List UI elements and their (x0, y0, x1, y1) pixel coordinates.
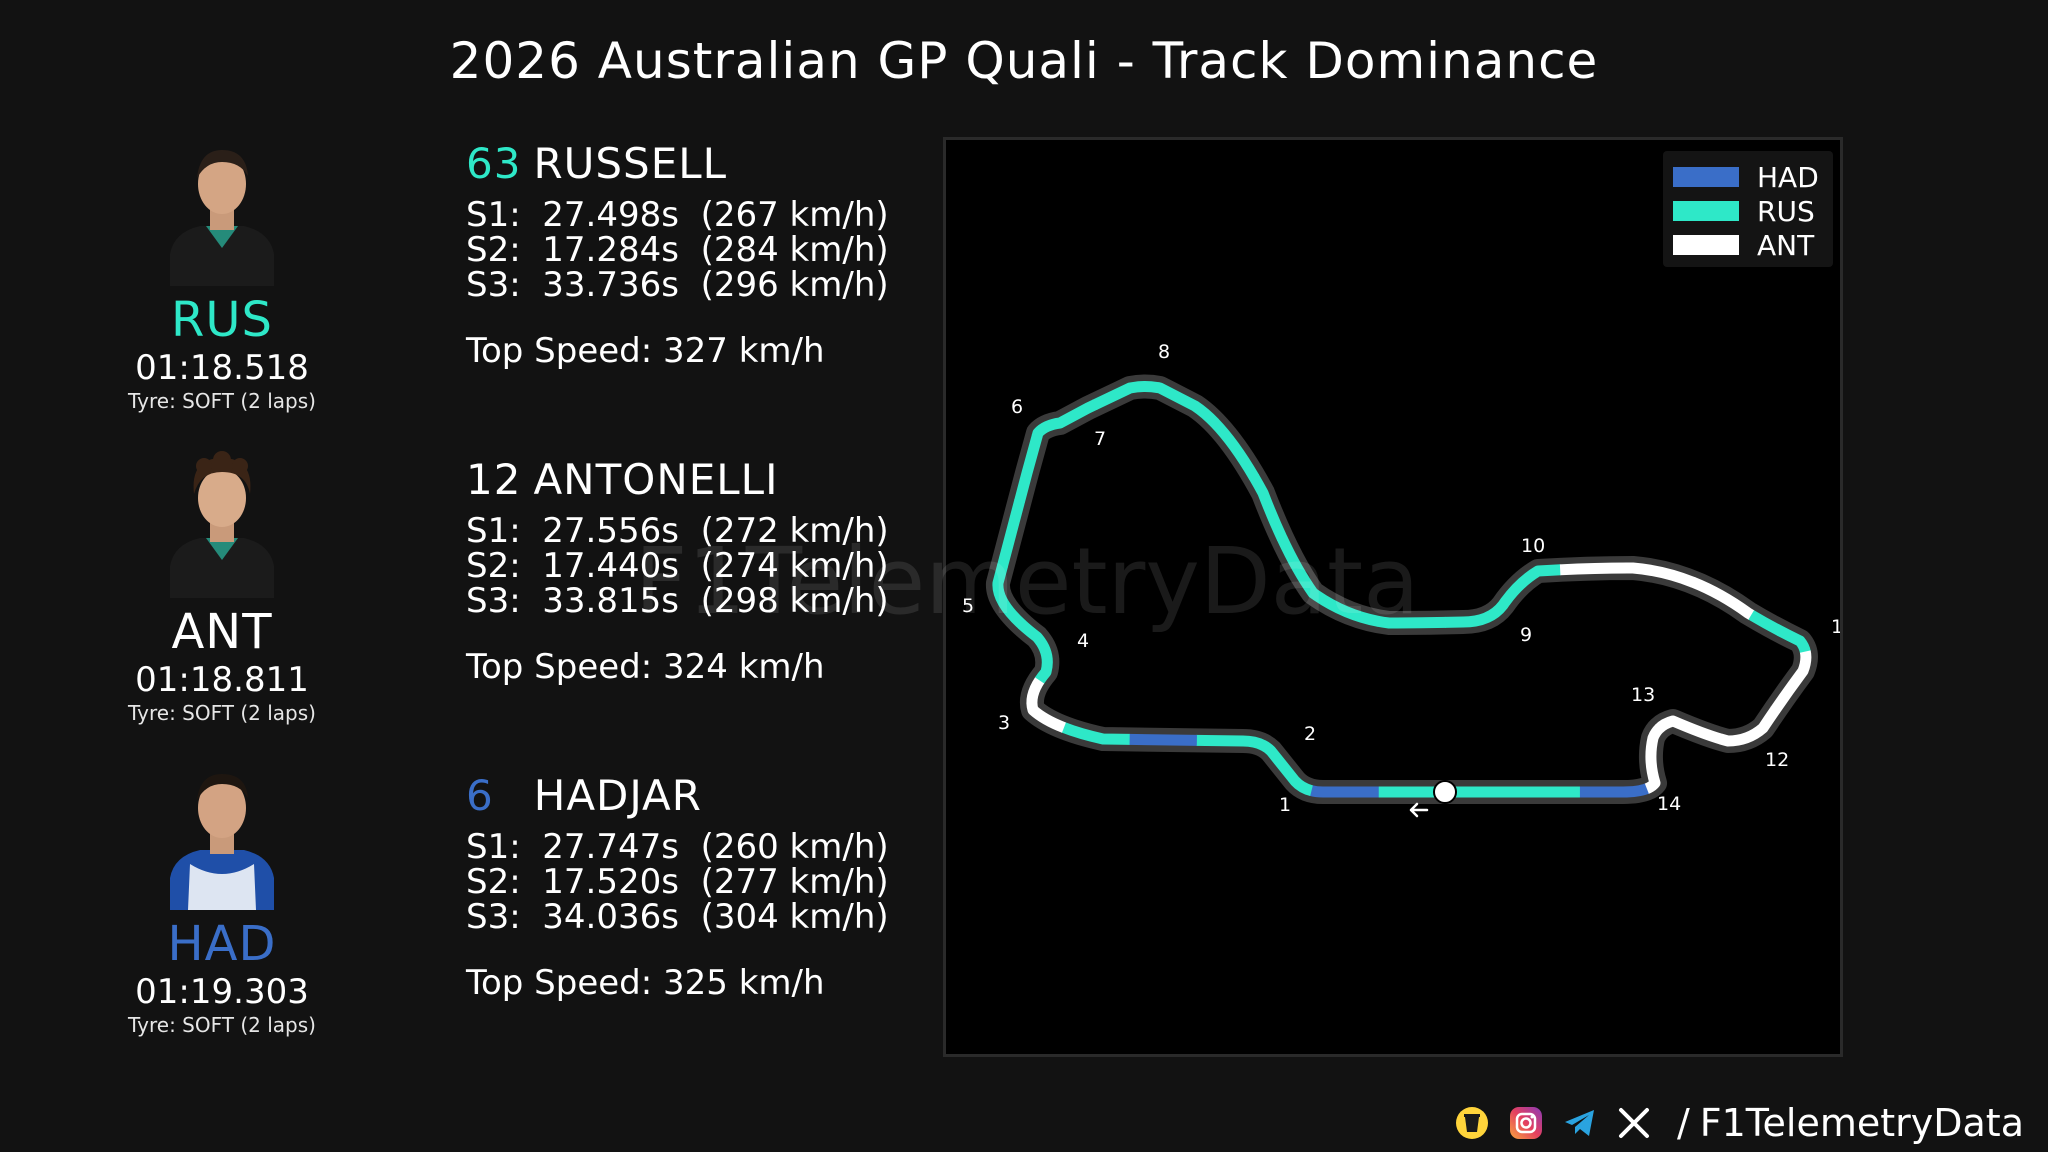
legend-swatch (1673, 201, 1739, 221)
corner-labels: 1234567891011121314 (962, 341, 1840, 816)
driver-stats-ant: 12 ANTONELLI S1: 27.556s (272 km/h) S2: 1… (466, 456, 936, 688)
corner-label: 8 (1158, 341, 1170, 363)
footer-separator: / (1676, 1101, 1690, 1145)
driver-tyre: Tyre: SOFT (2 laps) (128, 701, 316, 725)
sector-3-time: S3: 34.036s (304 km/h) (466, 897, 889, 937)
driver-name: ANTONELLI (533, 455, 779, 504)
track-segment-rus (992, 381, 1812, 798)
legend-item-ant: ANT (1673, 228, 1815, 262)
corner-label: 10 (1521, 535, 1545, 557)
legend-label: HAD (1757, 160, 1819, 194)
driver-tyre: Tyre: SOFT (2 laps) (128, 389, 316, 413)
driver-number: 63 (466, 139, 522, 188)
corner-label: 1 (1279, 794, 1291, 816)
driver-card-had: HAD 01:19.303 Tyre: SOFT (2 laps) (92, 760, 352, 1038)
driver-photo-icon (160, 760, 284, 910)
corner-label: 2 (1304, 723, 1316, 745)
social-footer: / F1TelemetryData (1455, 1098, 2024, 1148)
telegram-icon[interactable] (1563, 1106, 1597, 1140)
driver-card-ant: ANT 01:18.811 Tyre: SOFT (2 laps) (92, 448, 352, 726)
chart-title: 2026 Australian GP Quali - Track Dominan… (449, 32, 1599, 90)
legend-item-rus: RUS (1673, 194, 1815, 228)
sector-3-time: S3: 33.736s (296 km/h) (466, 265, 889, 305)
corner-label: 12 (1765, 749, 1789, 771)
driver-number: 6 (466, 771, 494, 820)
sector-1-time: S1: 27.747s (260 km/h) (466, 827, 889, 867)
driver-photo-icon (160, 136, 284, 286)
arrow-left-icon (1409, 802, 1429, 818)
driver-stats-rus: 63 RUSSELL S1: 27.498s (267 km/h) S2: 17.… (466, 140, 936, 372)
legend-label: ANT (1757, 228, 1815, 262)
driver-tyre: Tyre: SOFT (2 laps) (128, 1013, 316, 1037)
coffee-cup-icon[interactable] (1455, 1106, 1489, 1140)
track-segments (992, 381, 1812, 798)
corner-label: 11 (1831, 616, 1840, 638)
instagram-icon[interactable] (1509, 1106, 1543, 1140)
chart-legend: HAD RUS ANT (1663, 151, 1833, 267)
sector-2-time: S2: 17.440s (274 km/h) (466, 546, 889, 586)
driver-card-rus: RUS 01:18.518 Tyre: SOFT (2 laps) (92, 136, 352, 414)
top-speed: Top Speed: 324 km/h (466, 647, 825, 687)
start-finish-dot-icon (1433, 780, 1457, 804)
driver-abbr: ANT (171, 604, 273, 660)
driver-photo-icon (160, 448, 284, 598)
legend-swatch (1673, 235, 1739, 255)
track-map-panel: 1234567891011121314 F1TelemetryData (634, 137, 1843, 1057)
legend-label: RUS (1757, 194, 1815, 228)
corner-label: 14 (1657, 793, 1681, 815)
driver-stats-had: 6 HADJAR S1: 27.747s (260 km/h) S2: 17.52… (466, 772, 936, 1004)
top-speed: Top Speed: 327 km/h (466, 331, 825, 371)
corner-label: 4 (1077, 630, 1089, 652)
corner-label: 3 (998, 712, 1010, 734)
track-map: 1234567891011121314 (962, 341, 1840, 818)
driver-laptime: 01:18.518 (135, 348, 309, 388)
sector-2-time: S2: 17.284s (284 km/h) (466, 230, 889, 270)
driver-name: HADJAR (533, 771, 702, 820)
track-segment-rus (992, 381, 1812, 798)
sector-3-time: S3: 33.815s (298 km/h) (466, 581, 889, 621)
corner-label: 6 (1011, 396, 1023, 418)
footer-handle[interactable]: F1TelemetryData (1699, 1101, 2024, 1145)
sector-1-time: S1: 27.498s (267 km/h) (466, 195, 889, 235)
corner-label: 9 (1520, 624, 1532, 646)
corner-label: 7 (1094, 428, 1106, 450)
sector-2-time: S2: 17.520s (277 km/h) (466, 862, 889, 902)
driver-abbr: HAD (167, 916, 277, 972)
x-icon[interactable] (1617, 1106, 1651, 1140)
driver-heading: 12 ANTONELLI (466, 456, 936, 504)
legend-swatch (1673, 167, 1739, 187)
track-segment-ant (992, 381, 1812, 798)
driver-number: 12 (466, 455, 522, 504)
driver-name: RUSSELL (533, 139, 728, 188)
driver-heading: 6 HADJAR (466, 772, 936, 820)
driver-abbr: RUS (171, 292, 273, 348)
driver-heading: 63 RUSSELL (466, 140, 936, 188)
sector-1-time: S1: 27.556s (272 km/h) (466, 511, 889, 551)
driver-laptime: 01:18.811 (135, 660, 309, 700)
legend-item-had: HAD (1673, 160, 1819, 194)
driver-laptime: 01:19.303 (135, 972, 309, 1012)
top-speed: Top Speed: 325 km/h (466, 963, 825, 1003)
corner-label: 13 (1631, 684, 1655, 706)
corner-label: 5 (962, 595, 974, 617)
